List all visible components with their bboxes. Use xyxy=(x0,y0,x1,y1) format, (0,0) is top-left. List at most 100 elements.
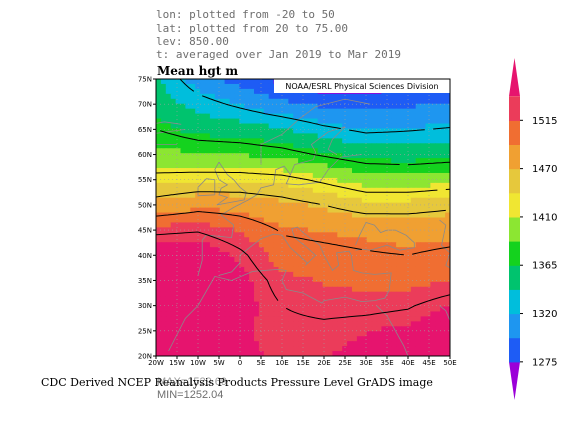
heatmap-cell xyxy=(352,311,358,318)
heatmap-cell xyxy=(366,281,373,288)
colorbar-segment xyxy=(509,361,520,400)
heatmap-cell xyxy=(254,242,260,248)
heatmap-cell xyxy=(317,158,324,164)
heatmap-cell xyxy=(352,301,358,308)
heatmap-cell xyxy=(175,168,182,174)
heatmap-cell xyxy=(195,346,201,352)
heatmap-cell xyxy=(298,331,304,337)
heatmap-cell xyxy=(440,138,446,144)
heatmap-cell xyxy=(352,306,358,313)
heatmap-cell xyxy=(258,311,265,318)
heatmap-cell xyxy=(195,202,201,209)
heatmap-cell xyxy=(337,321,343,327)
heatmap-cell xyxy=(366,93,373,100)
heatmap-cell xyxy=(298,177,304,184)
heatmap-cell xyxy=(175,138,182,144)
heatmap-cell xyxy=(376,321,382,327)
heatmap-cell xyxy=(312,306,319,313)
heatmap-cell xyxy=(332,232,338,238)
heatmap-cell xyxy=(376,212,382,219)
heatmap-cell xyxy=(200,262,206,268)
heatmap-cell xyxy=(386,118,392,125)
heatmap-cell xyxy=(219,207,226,214)
heatmap-cell xyxy=(425,158,431,164)
heatmap-cell xyxy=(160,346,167,352)
heatmap-cell xyxy=(219,242,226,248)
heatmap-cell xyxy=(327,202,333,209)
heatmap-cell xyxy=(244,187,250,194)
heatmap-cell xyxy=(205,257,211,263)
heatmap-cell xyxy=(430,266,436,273)
heatmap-cell xyxy=(371,351,378,356)
heatmap-cell xyxy=(435,331,441,337)
heatmap-cell xyxy=(371,266,378,273)
heatmap-cell xyxy=(156,182,162,189)
heatmap-cell xyxy=(361,271,368,278)
heatmap-cell xyxy=(160,113,167,120)
heatmap-cell xyxy=(347,192,353,199)
heatmap-cell xyxy=(249,103,255,110)
heatmap-cell xyxy=(200,103,206,110)
heatmap-cell xyxy=(288,138,294,144)
heatmap-cell xyxy=(263,172,270,179)
heatmap-cell xyxy=(303,281,309,288)
heatmap-cell xyxy=(209,222,216,228)
heatmap-cell xyxy=(376,262,382,268)
heatmap-cell xyxy=(165,346,172,352)
heatmap-cell xyxy=(205,113,211,120)
heatmap-cell xyxy=(415,113,422,120)
heatmap-cell xyxy=(268,163,275,169)
heatmap-cell xyxy=(410,306,417,313)
heatmap-cell xyxy=(185,237,191,243)
heatmap-cell xyxy=(214,153,221,159)
heatmap-cell xyxy=(175,98,182,105)
heatmap-cell xyxy=(175,212,182,219)
heatmap-cell xyxy=(371,163,378,169)
heatmap-cell xyxy=(435,192,441,199)
heatmap-cell xyxy=(283,93,289,100)
heatmap-cell xyxy=(200,93,206,100)
heatmap-cell xyxy=(327,242,333,248)
heatmap-cell xyxy=(156,232,162,238)
heatmap-cell xyxy=(234,341,240,347)
heatmap-cell xyxy=(396,197,402,204)
heatmap-cell xyxy=(293,301,299,308)
heatmap-cell xyxy=(195,177,201,184)
heatmap-cell xyxy=(263,227,270,233)
heatmap-cell xyxy=(312,271,319,278)
heatmap-cell xyxy=(258,143,265,149)
heatmap-cell xyxy=(200,113,206,120)
heatmap-cell xyxy=(224,321,231,327)
heatmap-cell xyxy=(440,266,446,273)
heatmap-cell xyxy=(386,276,392,283)
heatmap-cell xyxy=(200,271,206,278)
heatmap-cell xyxy=(160,197,167,204)
heatmap-cell xyxy=(381,286,387,293)
heatmap-cell xyxy=(332,247,338,253)
heatmap-cell xyxy=(381,182,387,189)
heatmap-cell xyxy=(200,326,206,332)
heatmap-cell xyxy=(156,143,162,149)
heatmap-cell xyxy=(430,227,436,233)
heatmap-cell xyxy=(430,118,436,125)
heatmap-cell xyxy=(200,331,206,337)
heatmap-cell xyxy=(386,128,392,135)
heatmap-cell xyxy=(185,276,191,283)
heatmap-cell xyxy=(258,301,265,308)
heatmap-cell xyxy=(391,252,397,258)
heatmap-cell xyxy=(386,296,392,303)
heatmap-cell xyxy=(156,113,162,120)
heatmap-cell xyxy=(366,311,373,318)
heatmap-cell xyxy=(435,148,441,154)
colorbar-segment xyxy=(509,265,520,290)
heatmap-cell xyxy=(170,276,177,283)
heatmap-cell xyxy=(381,331,387,337)
heatmap-cell xyxy=(425,316,431,322)
heatmap-cell xyxy=(317,197,324,204)
heatmap-cell xyxy=(352,168,358,174)
heatmap-cell xyxy=(185,346,191,352)
heatmap-cell xyxy=(200,341,206,347)
heatmap-cell xyxy=(214,212,221,219)
heatmap-cell xyxy=(205,172,211,179)
heatmap-cell xyxy=(381,207,387,214)
